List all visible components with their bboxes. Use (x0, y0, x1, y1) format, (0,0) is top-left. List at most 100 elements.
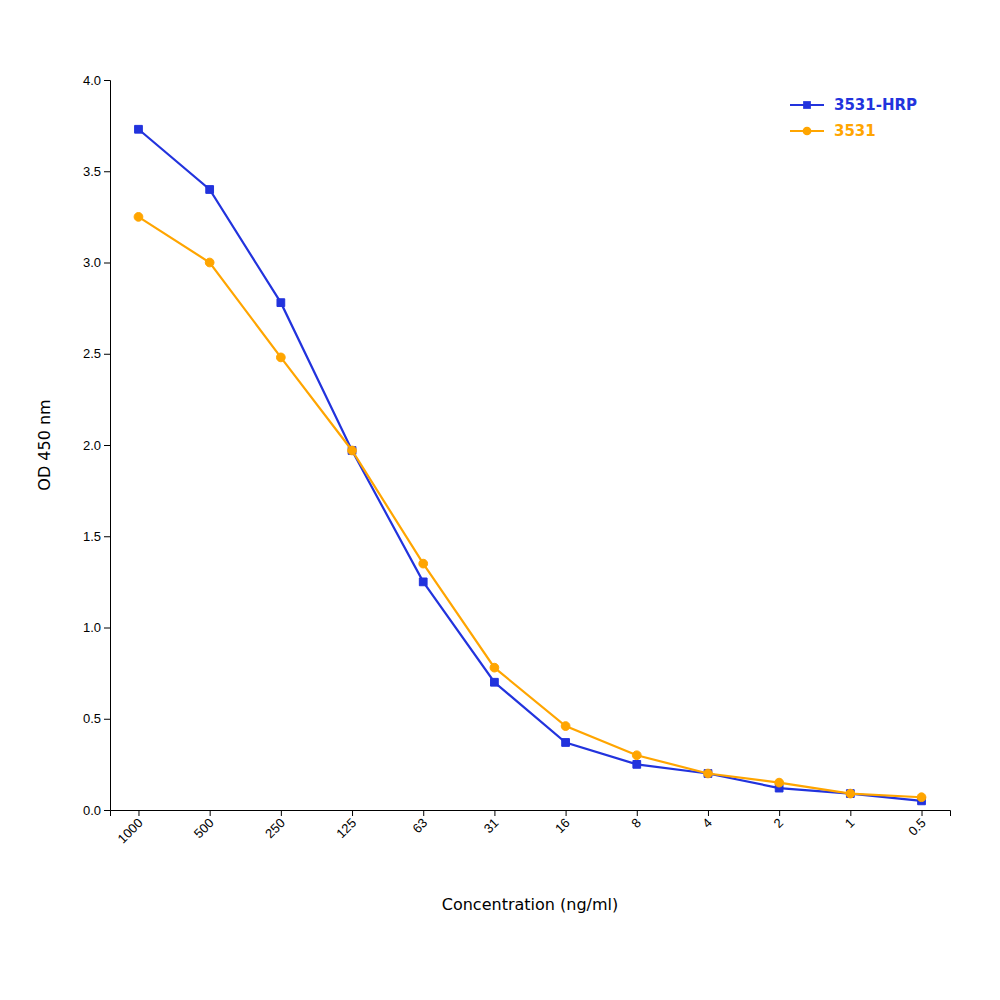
tick-mark (850, 810, 851, 816)
x-tick: 500 (191, 810, 217, 841)
series-line (138, 217, 921, 797)
point (562, 739, 570, 747)
point (633, 761, 641, 769)
x-tick: 31 (481, 810, 502, 836)
point (348, 446, 357, 455)
tick-label: 16 (552, 815, 573, 836)
tick-mark (138, 810, 139, 816)
tick-label: 3.0 (83, 255, 101, 270)
x-tick: 125 (333, 810, 359, 841)
tick-mark (210, 810, 211, 816)
point (205, 258, 214, 267)
tick-label: 31 (481, 815, 502, 836)
tick-label: 1.0 (83, 620, 101, 635)
tick-label: 1000 (115, 815, 146, 846)
y-tick: 0.0 (83, 803, 110, 818)
point (419, 559, 428, 568)
point (348, 447, 356, 455)
x-tick: 4 (699, 810, 715, 831)
legend-item: 3531-HRP (790, 96, 917, 114)
legend-item: 3531 (790, 122, 876, 140)
tick-mark (104, 536, 110, 537)
point (846, 790, 854, 798)
tick-mark (423, 810, 424, 816)
tick-label: 0.5 (83, 711, 101, 726)
x-tick: 0.5 (905, 810, 928, 839)
series (134, 213, 926, 802)
x-tick: 250 (262, 810, 288, 841)
y-axis: 0.0 0.5 1.0 1.5 2.0 2.5 3.0 3.5 4.0 (83, 73, 111, 818)
y-tick: 2.0 (83, 438, 110, 453)
tick-mark (637, 810, 638, 816)
series (135, 125, 926, 804)
x-axis: 1000 500 250 125 63 31 16 8 4 2 1 0.5 (111, 810, 951, 846)
point (632, 751, 641, 760)
point (775, 778, 784, 787)
x-tick: 16 (552, 810, 573, 836)
tick-label: 0.0 (83, 803, 101, 818)
tick-label: 2 (771, 815, 787, 831)
tick-mark (779, 810, 780, 816)
legend-label: 3531-HRP (834, 96, 917, 114)
point (490, 663, 499, 672)
point (277, 299, 285, 307)
point (917, 793, 926, 802)
tick-label: 250 (262, 815, 288, 841)
y-tick: 0.5 (83, 711, 110, 726)
tick-label: 2.0 (83, 438, 101, 453)
y-tick: 3.5 (83, 164, 110, 179)
point (276, 353, 285, 362)
tick-label: 125 (333, 815, 359, 841)
tick-label: 63 (410, 815, 431, 836)
tick-label: 0.5 (905, 815, 928, 838)
y-tick: 2.5 (83, 346, 110, 361)
x-tick: 8 (628, 810, 644, 831)
tick-label: 1 (842, 815, 858, 831)
x-tick: 2 (771, 810, 787, 831)
tick-mark (352, 810, 353, 816)
x-tick: 63 (410, 810, 431, 836)
tick-label: 8 (628, 815, 644, 831)
marks (134, 125, 926, 804)
y-tick: 4.0 (83, 73, 110, 88)
tick-label: 4.0 (83, 73, 101, 88)
axis-line (104, 81, 111, 811)
tick-mark (104, 354, 110, 355)
legend-marker (803, 127, 812, 136)
point (135, 125, 143, 133)
tick-mark (104, 810, 110, 811)
point (419, 578, 427, 586)
tick-mark (922, 810, 923, 816)
point (491, 678, 499, 686)
point (704, 769, 713, 778)
tick-mark (104, 171, 110, 172)
x-tick: 1000 (115, 810, 146, 846)
x-tick: 1 (842, 810, 858, 831)
tick-mark (104, 263, 110, 264)
tick-mark (566, 810, 567, 816)
tick-label: 2.5 (83, 346, 101, 361)
series-line (138, 129, 921, 801)
x-axis-title: Concentration (ng/ml) (442, 895, 618, 914)
tick-mark (104, 719, 110, 720)
y-axis-title: OD 450 nm (35, 399, 54, 490)
axis-line (111, 811, 951, 817)
tick-label: 3.5 (83, 164, 101, 179)
tick-mark (281, 810, 282, 816)
tick-label: 1.5 (83, 529, 101, 544)
point (134, 213, 143, 222)
y-tick: 1.5 (83, 529, 110, 544)
tick-label: 4 (699, 815, 715, 831)
tick-mark (708, 810, 709, 816)
point (206, 186, 214, 194)
tick-mark (104, 445, 110, 446)
y-tick: 3.0 (83, 255, 110, 270)
tick-mark (494, 810, 495, 816)
chart: 1000 500 250 125 63 31 16 8 4 2 1 0.5 0.0 0.5 1.0 1.5 2.… (0, 0, 1000, 1000)
tick-label: 500 (191, 815, 217, 841)
y-tick: 1.0 (83, 620, 110, 635)
point (561, 722, 570, 731)
point (846, 789, 855, 798)
tick-mark (104, 628, 110, 629)
plot: 1000 500 250 125 63 31 16 8 4 2 1 0.5 0.0 0.5 1.0 1.5 2.… (83, 73, 951, 847)
